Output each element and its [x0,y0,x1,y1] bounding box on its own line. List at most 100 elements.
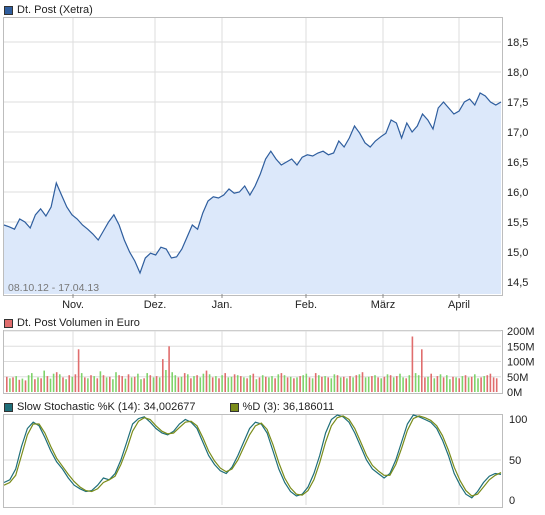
volume-bar [49,378,52,392]
volume-bar [133,376,136,393]
volume-bar [15,376,17,392]
volume-bar [130,377,133,392]
volume-bar [336,375,339,392]
volume-bar [280,373,283,392]
volume-swatch-icon [4,318,13,328]
volume-bar [333,374,336,392]
volume-bar [377,377,379,392]
price-y-tick-label: 15,5 [507,217,528,229]
volume-bar [62,377,64,392]
volume-bar [183,373,186,392]
volume-bar [37,377,39,392]
volume-bar [383,376,386,393]
price-y-tick-label: 15,0 [507,247,528,259]
volume-bar [84,377,86,392]
stoch-d-swatch-icon [229,402,239,412]
volume-bar [102,375,105,392]
price-y-tick-label: 16,5 [507,157,528,169]
volume-bar [43,370,45,392]
volume-bar [286,377,289,392]
stoch-d-legend-label: %D (3): 36,186011 [242,401,335,413]
volume-bar [99,371,102,392]
volume-bar [480,377,482,392]
volume-bar [190,378,192,392]
volume-bar [305,373,308,392]
volume-bar [399,373,401,392]
volume-bar [367,376,370,393]
date-range-label: 08.10.12 - 17.04.13 [8,282,99,294]
volume-bar [124,378,127,392]
stoch-y-tick-label: 0 [509,495,515,507]
volume-y-tick-label: 200M [507,326,535,338]
volume-legend: Dt. Post Volumen in Euro [4,316,140,330]
volume-bar [158,377,161,392]
volume-bar [330,378,333,392]
volume-bar [93,376,95,392]
volume-bar [421,349,423,392]
volume-bar [96,378,99,392]
volume-bar [18,379,21,392]
volume-bar [40,378,42,392]
volume-bar [268,377,270,392]
volume-legend-label: Dt. Post Volumen in Euro [17,317,140,329]
volume-bar [137,373,139,392]
volume-bar [202,373,205,392]
volume-bar [165,370,167,392]
volume-bar [417,375,420,392]
price-y-tick-label: 18,0 [507,67,528,79]
volume-bar [271,376,273,392]
price-y-tick-label: 18,5 [507,37,528,49]
volume-bar [143,378,145,392]
volume-bar [9,378,11,392]
volume-bar [149,375,152,392]
volume-bar [180,376,183,393]
volume-bar [293,378,295,392]
volume-bar [155,376,158,392]
volume-bar [112,379,114,392]
volume-bar [289,376,292,393]
volume-bar [31,373,33,392]
price-legend-label: Dt. Post (Xetra) [17,4,93,16]
volume-bar [449,379,451,392]
volume-bar [236,375,239,392]
volume-bar [74,374,77,392]
volume-bar [489,373,492,392]
volume-y-tick-label: 0M [507,387,522,399]
volume-bar [146,373,148,392]
volume-bar [452,376,454,393]
price-series-line [3,92,502,275]
volume-bar [433,378,436,392]
volume-bar [408,375,411,392]
volume-bar [314,373,317,392]
volume-bar [442,377,445,392]
volume-bar [302,375,304,392]
volume-bar [65,379,67,392]
volume-bar [411,336,414,392]
volume-bar [55,372,58,392]
price-x-tick-label: März [371,299,395,311]
stoch-legend: Slow Stochastic %K (14): 34,002677 %D (3… [4,400,334,414]
volume-bar [152,377,155,392]
volume-bar [424,377,426,392]
volume-bar [446,375,448,392]
volume-bar [109,376,111,393]
volume-bar [162,359,164,392]
volume-bar [392,377,395,392]
volume-bar [115,372,117,392]
volume-bar [311,378,314,392]
volume-y-tick-label: 150M [507,341,535,353]
volume-bar [177,377,180,392]
volume-bar [358,374,361,392]
volume-bar [414,373,417,392]
volume-bar [492,377,495,392]
volume-bar [283,375,286,392]
volume-bar [246,378,248,392]
volume-bar [374,375,376,392]
volume-bar [240,376,242,392]
volume-bar [389,375,392,392]
volume-bar [227,377,230,392]
volume-bar [52,373,55,392]
volume-bar [483,376,485,392]
volume-bar [477,378,479,392]
volume-bar [105,377,108,392]
